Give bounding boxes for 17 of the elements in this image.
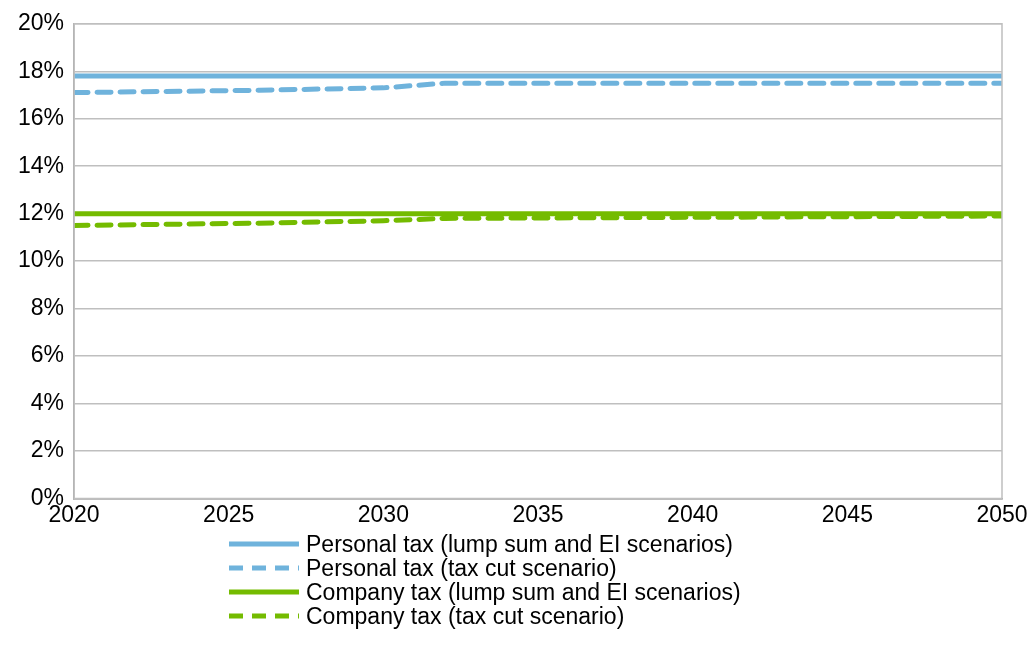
y-tick-label: 20% — [17, 9, 65, 36]
x-tick-label: 2025 — [203, 500, 255, 527]
y-tick-label: 8% — [30, 293, 65, 320]
y-tick-label: 14% — [17, 151, 65, 178]
x-tick-label: 2040 — [667, 500, 719, 527]
y-tick-label: 18% — [17, 56, 65, 83]
legend-label: Personal tax (lump sum and EI scenarios) — [306, 531, 733, 557]
x-tick-label: 2050 — [976, 500, 1028, 527]
y-tick-label: 2% — [30, 436, 65, 463]
y-tick-label: 10% — [17, 246, 65, 273]
x-tick-label: 2030 — [357, 500, 409, 527]
y-tick-label: 12% — [17, 198, 65, 225]
x-tick-label: 2045 — [821, 500, 873, 527]
y-tick-label: 4% — [30, 388, 65, 415]
y-tick-label: 6% — [30, 341, 65, 368]
x-tick-label: 2035 — [512, 500, 564, 527]
y-tick-label: 16% — [17, 104, 65, 131]
